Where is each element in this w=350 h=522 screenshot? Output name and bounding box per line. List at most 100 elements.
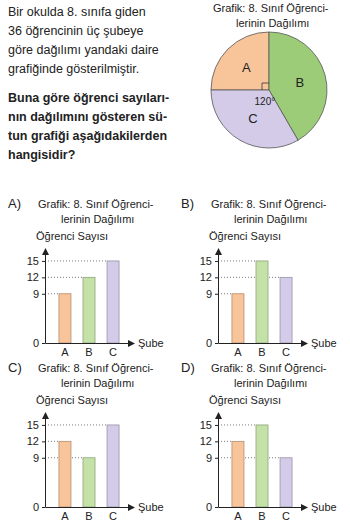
y-tick-label: 12 xyxy=(200,435,212,447)
y-tick-label: 9 xyxy=(206,288,212,300)
x-axis-line xyxy=(46,343,134,344)
right-angle-marker xyxy=(262,83,269,90)
chart-title: Grafik: 8. Sınıf Öğrenci- xyxy=(211,362,327,374)
chart-title: lerinin Dağılımı xyxy=(234,377,307,389)
y-axis: 0 9 12 15 xyxy=(27,251,46,350)
chart-title: lerinin Dağılımı xyxy=(61,377,134,389)
x-tick-label: C xyxy=(282,510,290,522)
y-tick: 12 xyxy=(27,435,45,447)
chart-title: lerinin Dağılımı xyxy=(61,213,134,225)
chart-title: Grafik: 8. Sınıf Öğrenci- xyxy=(213,2,329,14)
x-axis-arrow xyxy=(301,340,308,347)
x-axis-line xyxy=(219,343,307,344)
marks xyxy=(218,261,292,343)
x-tick-label: B xyxy=(85,510,92,522)
x-axis-arrow xyxy=(128,504,135,511)
x-tick: A xyxy=(61,343,69,358)
y-axis-line xyxy=(45,251,46,344)
bar xyxy=(232,294,244,343)
plot-area: 091215ABCŞube xyxy=(200,248,337,358)
bar xyxy=(256,425,268,507)
y-tick-mark xyxy=(42,458,45,459)
y-tick: 9 xyxy=(206,288,218,300)
x-axis-line xyxy=(219,507,307,508)
guide-line xyxy=(45,277,83,278)
y-tick: 15 xyxy=(27,255,45,267)
bar xyxy=(280,277,292,343)
y-tick: 0 xyxy=(206,337,218,349)
slice-label: C xyxy=(248,111,257,126)
x-tick: B xyxy=(258,343,265,358)
y-tick-label: 0 xyxy=(33,337,39,349)
x-tick: B xyxy=(85,507,92,522)
question-bold-line: nın dağılımını gösteren sü- xyxy=(8,110,167,124)
bar xyxy=(232,441,244,507)
y-tick-mark xyxy=(215,425,218,426)
plot-area: 0 9 12 15 A B C Şube xyxy=(27,412,164,522)
bar xyxy=(256,261,268,343)
y-tick: 9 xyxy=(33,452,45,464)
x-tick: C xyxy=(109,343,117,358)
y-tick: 12 xyxy=(200,435,218,447)
guide-line xyxy=(218,457,280,458)
page: Bir okulda 8. sınıfa giden36 öğrencinin … xyxy=(0,0,350,522)
guide-line xyxy=(45,424,107,425)
y-tick-label: 12 xyxy=(27,271,39,283)
y-axis: 091215 xyxy=(200,415,219,514)
y-tick-label: 0 xyxy=(206,501,212,513)
y-tick-mark xyxy=(42,261,45,262)
guide-line xyxy=(45,260,107,261)
y-tick-mark xyxy=(42,441,45,442)
y-tick-label: 15 xyxy=(200,419,212,431)
x-tick: C xyxy=(109,507,117,522)
x-tick-label: B xyxy=(258,510,265,522)
question-line: 36 öğrencinin üç şubeye xyxy=(8,24,144,38)
y-tick: 12 xyxy=(27,271,45,283)
slice-label: B xyxy=(295,75,304,90)
y-tick-label: 9 xyxy=(33,452,39,464)
y-tick-mark xyxy=(42,294,45,295)
y-tick-label: 9 xyxy=(33,288,39,300)
x-tick: A xyxy=(234,507,242,522)
y-tick-label: 15 xyxy=(27,255,39,267)
x-axis: A B C xyxy=(46,343,134,358)
y-tick-mark xyxy=(42,425,45,426)
y-tick: 15 xyxy=(27,419,45,431)
chart-title: lerinin Dağılımı xyxy=(234,213,307,225)
x-tick-label: B xyxy=(258,346,265,358)
y-axis-line xyxy=(218,415,219,508)
x-tick: C xyxy=(282,343,290,358)
x-tick-label: A xyxy=(61,346,69,358)
bar xyxy=(280,458,292,507)
x-axis-arrow xyxy=(301,504,308,511)
y-tick-label: 0 xyxy=(33,501,39,513)
option-label: B) xyxy=(181,196,194,211)
y-tick: 12 xyxy=(200,271,218,283)
chart-title: Grafik: 8. Sınıf Öğrenci- xyxy=(38,198,154,210)
y-axis-arrow xyxy=(215,412,222,419)
pie-body: ABC120° xyxy=(211,32,327,148)
guide-line xyxy=(45,293,59,294)
guide-line xyxy=(218,424,256,425)
y-tick-mark xyxy=(42,507,45,508)
question-bold-line: Buna göre öğrenci sayıları- xyxy=(8,91,169,105)
x-axis: A B C xyxy=(219,507,307,522)
bar xyxy=(59,294,71,343)
x-tick-label: A xyxy=(61,510,69,522)
plot-area: 091215ABCŞube xyxy=(200,412,337,522)
x-tick-label: A xyxy=(234,346,242,358)
bar xyxy=(59,441,71,507)
x-axis-title: Şube xyxy=(138,501,164,513)
y-axis: 0 9 12 15 xyxy=(27,415,46,514)
question-line: göre dağılımı yandaki daire xyxy=(8,43,159,57)
guide-line xyxy=(218,441,232,442)
x-axis: A B C xyxy=(46,507,134,522)
y-tick: 0 xyxy=(33,501,45,513)
bar xyxy=(83,458,95,507)
x-tick: B xyxy=(85,343,92,358)
chart-title: lerinin Dağılımı xyxy=(236,17,309,29)
option-label: C) xyxy=(8,360,22,375)
chart-title: Grafik: 8. Sınıf Öğrenci- xyxy=(38,362,154,374)
question-bold-line: tun grafiği aşağıdakilerden xyxy=(8,129,167,143)
guide-line xyxy=(45,441,59,442)
